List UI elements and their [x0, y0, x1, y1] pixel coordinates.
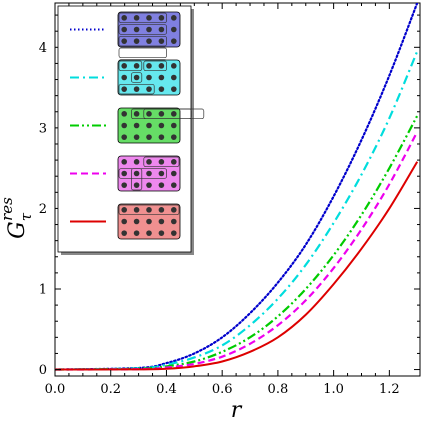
ticks-layer: 0.0 0.2 0.4 0.6 0.8 1.0 1.2 0 1 2 3 4	[39, 3, 420, 397]
series-layer	[55, 3, 419, 371]
legend	[57, 5, 205, 255]
legend-tile-3	[117, 107, 205, 144]
x-tick-label: 0.6	[212, 382, 233, 397]
y-tick-label: 3	[39, 121, 47, 136]
y-axis-label-main: G	[5, 221, 30, 239]
y-axis-label-superscript: res	[0, 197, 16, 221]
x-axis-label: r	[231, 398, 243, 422]
y-axis-label-subscript: τ	[17, 212, 35, 221]
legend-tile-4	[117, 155, 181, 192]
x-tick-label: 0.2	[100, 382, 121, 397]
x-tick-label: 0.4	[156, 382, 177, 397]
y-tick-label: 1	[39, 282, 47, 297]
svg-text:Gτres: Gτres	[0, 197, 35, 239]
series-line-2	[55, 50, 419, 371]
y-tick-label: 2	[39, 202, 47, 217]
x-tick-label: 1.0	[323, 382, 344, 397]
series-line-5	[55, 161, 419, 371]
series-line-1	[55, 3, 419, 371]
legend-tile-2	[117, 59, 181, 96]
y-axis-label: Gτres	[0, 197, 35, 239]
y-tick-label: 0	[39, 363, 47, 378]
y-tick-label: 4	[39, 41, 47, 56]
x-tick-label: 0.8	[268, 382, 289, 397]
legend-tile-1	[117, 11, 181, 70]
x-tick-label: 1.2	[379, 382, 400, 397]
legend-tile-5	[117, 203, 181, 240]
x-tick-label: 0.0	[45, 382, 66, 397]
plot-frame	[54, 2, 421, 377]
